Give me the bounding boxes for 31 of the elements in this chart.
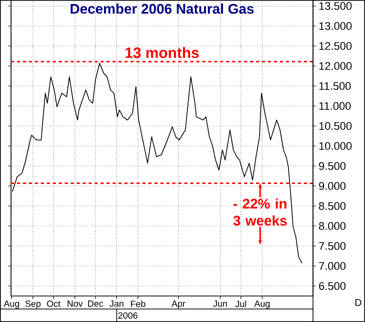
x-tick-label: Feb (130, 300, 146, 308)
y-tick-label: 6.500 (319, 282, 346, 290)
y-tick-label: 11.500 (319, 82, 351, 90)
x-tick-label: Sep (25, 300, 41, 309)
ref-line-label: 13 months (126, 47, 199, 58)
y-tick-label: 9.000 (319, 182, 346, 190)
x-tick-label: Dec (88, 300, 104, 307)
y-tick-label: 13.500 (319, 2, 352, 10)
x-axis-title: 2006 (118, 312, 138, 319)
y-tick-label: 11.000 (319, 102, 351, 110)
x-tick-label: Nov (68, 300, 83, 307)
x-tick-label: Jun (213, 300, 227, 307)
x-tick-label: Aug (4, 300, 20, 309)
x-tick-label: Oct (47, 300, 60, 307)
y-tick-label: 13.000 (319, 22, 352, 30)
chart-title: December 2006 Natural Gas (70, 4, 254, 14)
y-tick-label: 10.000 (319, 142, 352, 150)
x-tick-label: Apr (172, 300, 186, 309)
y-tick-label: 8.000 (318, 222, 346, 230)
y-tick-label: 9.500 (319, 162, 346, 170)
text: D (355, 299, 362, 306)
x-tick-label: Aug (254, 300, 270, 309)
y-tick-label: 12.500 (319, 42, 352, 50)
x-tick-label: Jul (235, 300, 246, 308)
y-tick-label: 7.500 (319, 242, 346, 250)
y-tick-label: 8.500 (318, 202, 346, 210)
y-tick-label: 7.000 (319, 262, 346, 270)
annotation: - 22% in 3 weeks (233, 198, 287, 226)
x-tick-label: Jan (110, 300, 124, 307)
y-tick-label: 10.500 (319, 122, 352, 130)
y-tick-label: 12.000 (319, 62, 352, 70)
